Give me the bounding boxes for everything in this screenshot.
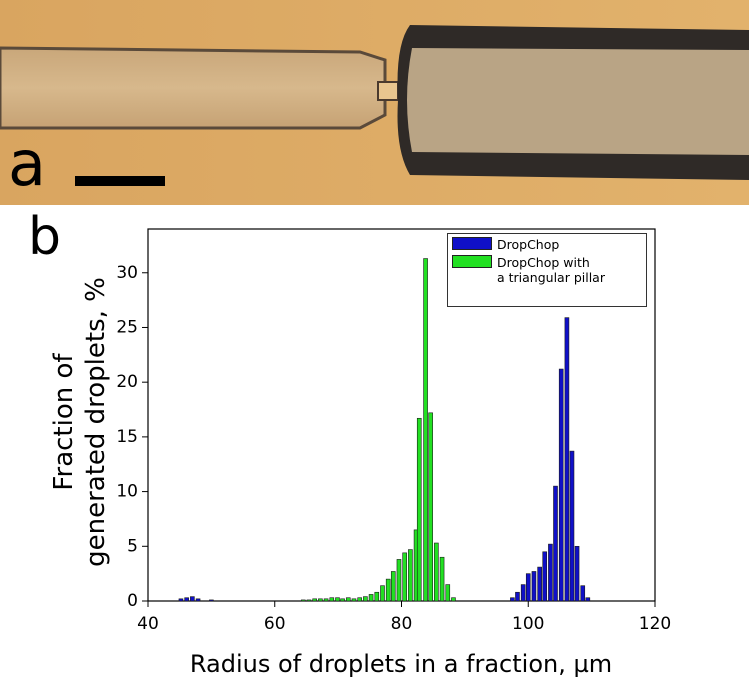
bar [564,317,570,602]
bar [574,545,580,602]
x-tick-label: 40 [137,614,159,634]
bar [195,598,201,602]
y-tick-label: 0 [127,591,138,611]
scale-bar [75,176,165,186]
bar [390,571,396,602]
bar [553,485,558,602]
bar [510,597,515,602]
bar [580,585,586,602]
bar [184,597,189,602]
bar [345,597,351,602]
bar [569,450,575,602]
bar [385,578,391,602]
bar [368,594,374,602]
bar [434,542,439,602]
bar [445,584,451,602]
micrograph [0,0,749,205]
bar [451,597,456,602]
y-tick-label: 30 [116,263,138,283]
x-tick-label: 120 [639,614,671,634]
bar [190,596,195,602]
inlet-channel [0,46,387,130]
legend-label: DropChop [497,237,560,252]
bar [209,599,214,602]
bar [318,598,323,602]
bar [537,566,542,602]
bar [357,597,362,602]
x-tick-label: 100 [512,614,544,634]
panel-label: b [28,207,61,267]
bar [548,543,553,602]
legend-label: DropChop with a triangular pillar [497,255,605,285]
bar [585,597,591,602]
bar [306,599,312,602]
legend: DropChop DropChop with a triangular pilla… [447,233,647,307]
bar [558,368,564,602]
x-axis-label: Radius of droplets in a fraction, µm [190,650,612,678]
bar [335,597,340,602]
bar [515,591,520,602]
y-tick-label: 15 [116,427,138,447]
bar [340,598,345,602]
legend-swatch [452,237,492,250]
bar [374,591,380,602]
legend-item: DropChop with a triangular pillar [452,255,642,285]
bar [520,584,526,602]
bar [178,598,184,602]
y-tick-label: 25 [116,317,138,337]
bar [423,258,428,602]
bar [408,549,413,602]
y-tick-label: 20 [116,372,138,392]
x-tick-label: 60 [264,614,286,634]
bar [380,585,385,602]
x-tick-label: 80 [391,614,413,634]
legend-swatch [452,255,492,268]
y-tick-label: 5 [127,536,138,556]
bar [531,571,537,602]
bar [542,551,548,602]
bar [402,552,407,602]
bar [312,598,317,602]
panel-label: a [8,127,46,200]
legend-item: DropChop [452,237,642,252]
bar [396,559,402,602]
bar [525,573,531,602]
bar [439,556,445,602]
bar [300,599,306,602]
bar [323,598,329,602]
bar [329,597,335,602]
bar [428,412,433,602]
bar [363,596,368,602]
bar [416,417,422,602]
y-tick-label: 10 [116,482,138,502]
bar [351,598,357,602]
y-axis-label: Fraction of generated droplets, % [49,277,111,567]
outlet-channel [407,48,749,155]
